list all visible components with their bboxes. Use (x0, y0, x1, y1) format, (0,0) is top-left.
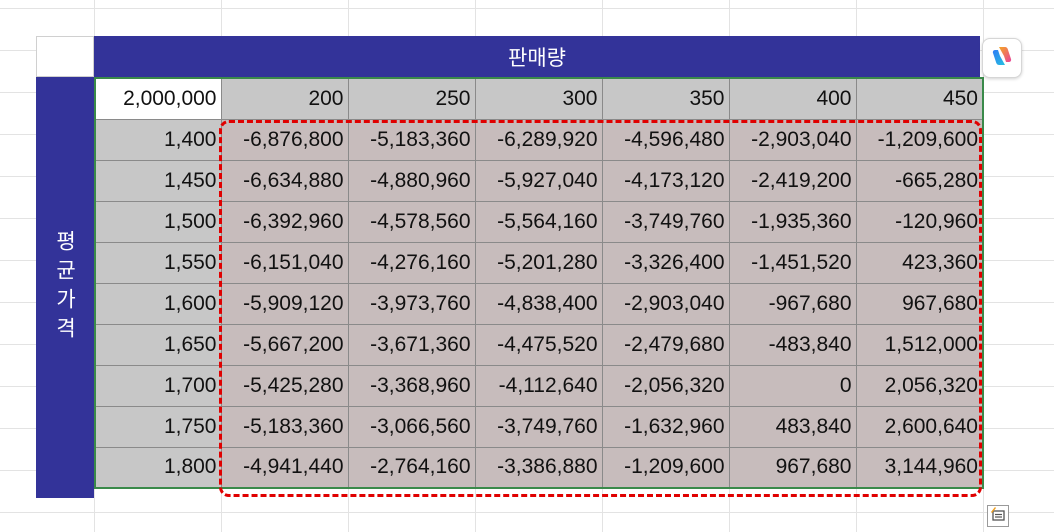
value-cell[interactable]: 967,680 (728, 446, 857, 489)
corner-cell[interactable] (36, 36, 94, 77)
table-row: 1,750 -5,183,360 -3,066,560 -3,749,760 -… (94, 405, 984, 448)
column-header-cell[interactable]: 300 (474, 77, 603, 120)
origin-cell[interactable]: 2,000,000 (94, 77, 222, 120)
table-row: 1,800 -4,941,440 -2,764,160 -3,386,880 -… (94, 446, 984, 489)
column-header-cell[interactable]: 400 (728, 77, 857, 120)
value-cell[interactable]: -4,173,120 (601, 159, 730, 202)
column-header-cell[interactable]: 350 (601, 77, 730, 120)
quick-analysis-button[interactable] (987, 505, 1009, 527)
value-cell[interactable]: -4,112,640 (474, 364, 603, 407)
value-cell[interactable]: -2,419,200 (728, 159, 857, 202)
value-cell[interactable]: -2,903,040 (601, 282, 730, 325)
value-cell[interactable]: -3,749,760 (474, 405, 603, 448)
value-cell[interactable]: -967,680 (728, 282, 857, 325)
value-cell[interactable]: -1,632,960 (601, 405, 730, 448)
value-cell[interactable]: -5,425,280 (220, 364, 349, 407)
value-cell[interactable]: 483,840 (728, 405, 857, 448)
value-cell[interactable]: -3,749,760 (601, 200, 730, 243)
sales-volume-header[interactable]: 판매량 (94, 36, 980, 77)
value-cell[interactable]: -665,280 (855, 159, 984, 202)
row-header-cell[interactable]: 1,600 (94, 282, 222, 325)
table-row: 1,600 -5,909,120 -3,973,760 -4,838,400 -… (94, 282, 984, 325)
value-cell[interactable]: -4,838,400 (474, 282, 603, 325)
value-cell[interactable]: 3,144,960 (855, 446, 984, 489)
value-cell[interactable]: -4,880,960 (347, 159, 476, 202)
row-header-cell[interactable]: 1,800 (94, 446, 222, 489)
value-cell[interactable]: -2,479,680 (601, 323, 730, 366)
column-header-cell[interactable]: 250 (347, 77, 476, 120)
value-cell[interactable]: -1,209,600 (601, 446, 730, 489)
value-cell[interactable]: -3,973,760 (347, 282, 476, 325)
value-cell[interactable]: -3,671,360 (347, 323, 476, 366)
value-cell[interactable]: 2,600,640 (855, 405, 984, 448)
row-header-cell[interactable]: 1,750 (94, 405, 222, 448)
value-cell[interactable]: -2,056,320 (601, 364, 730, 407)
value-cell[interactable]: -5,183,360 (347, 118, 476, 161)
value-cell[interactable]: -4,941,440 (220, 446, 349, 489)
table-row: 1,500 -6,392,960 -4,578,560 -5,564,160 -… (94, 200, 984, 243)
column-header-cell[interactable]: 450 (855, 77, 984, 120)
value-cell[interactable]: 423,360 (855, 241, 984, 284)
value-cell[interactable]: -5,927,040 (474, 159, 603, 202)
table-row: 1,550 -6,151,040 -4,276,160 -5,201,280 -… (94, 241, 984, 284)
value-cell[interactable]: -120,960 (855, 200, 984, 243)
copilot-icon (990, 44, 1014, 73)
row-header-cell[interactable]: 1,550 (94, 241, 222, 284)
value-cell[interactable]: -1,935,360 (728, 200, 857, 243)
table-row: 1,400 -6,876,800 -5,183,360 -6,289,920 -… (94, 118, 984, 161)
value-cell[interactable]: -3,326,400 (601, 241, 730, 284)
value-cell[interactable]: -4,475,520 (474, 323, 603, 366)
value-cell[interactable]: -6,289,920 (474, 118, 603, 161)
value-cell[interactable]: -5,909,120 (220, 282, 349, 325)
table-row: 1,700 -5,425,280 -3,368,960 -4,112,640 -… (94, 364, 984, 407)
value-cell[interactable]: -4,578,560 (347, 200, 476, 243)
value-cell[interactable]: -5,183,360 (220, 405, 349, 448)
average-price-header[interactable]: 평균가격 (36, 77, 94, 498)
value-cell[interactable]: 1,512,000 (855, 323, 984, 366)
value-cell[interactable]: 2,056,320 (855, 364, 984, 407)
value-cell[interactable]: -1,209,600 (855, 118, 984, 161)
value-cell[interactable]: -2,764,160 (347, 446, 476, 489)
value-cell[interactable]: -3,066,560 (347, 405, 476, 448)
row-header-cell[interactable]: 1,450 (94, 159, 222, 202)
value-cell[interactable]: -5,564,160 (474, 200, 603, 243)
row-header-cell[interactable]: 1,400 (94, 118, 222, 161)
value-cell[interactable]: -4,276,160 (347, 241, 476, 284)
data-table: 2,000,000 200 250 300 350 400 450 1,400 … (94, 77, 984, 489)
row-header-cell[interactable]: 1,700 (94, 364, 222, 407)
sales-volume-label: 판매량 (508, 45, 566, 70)
average-price-label: 평균가격 (53, 229, 77, 346)
value-cell[interactable]: -3,368,960 (347, 364, 476, 407)
column-header-row: 2,000,000 200 250 300 350 400 450 (94, 77, 984, 120)
table-row: 1,450 -6,634,880 -4,880,960 -5,927,040 -… (94, 159, 984, 202)
value-cell[interactable]: -5,667,200 (220, 323, 349, 366)
value-cell[interactable]: -3,386,880 (474, 446, 603, 489)
quick-analysis-icon (990, 506, 1006, 527)
copilot-button[interactable] (982, 38, 1022, 78)
row-header-cell[interactable]: 1,500 (94, 200, 222, 243)
value-cell[interactable]: 0 (728, 364, 857, 407)
table-row: 1,650 -5,667,200 -3,671,360 -4,475,520 -… (94, 323, 984, 366)
value-cell[interactable]: 967,680 (855, 282, 984, 325)
value-cell[interactable]: -2,903,040 (728, 118, 857, 161)
value-cell[interactable]: -6,634,880 (220, 159, 349, 202)
value-cell[interactable]: -5,201,280 (474, 241, 603, 284)
value-cell[interactable]: -6,876,800 (220, 118, 349, 161)
row-header-cell[interactable]: 1,650 (94, 323, 222, 366)
value-cell[interactable]: -6,151,040 (220, 241, 349, 284)
value-cell[interactable]: -483,840 (728, 323, 857, 366)
value-cell[interactable]: -4,596,480 (601, 118, 730, 161)
column-header-cell[interactable]: 200 (220, 77, 349, 120)
value-cell[interactable]: -1,451,520 (728, 241, 857, 284)
value-cell[interactable]: -6,392,960 (220, 200, 349, 243)
